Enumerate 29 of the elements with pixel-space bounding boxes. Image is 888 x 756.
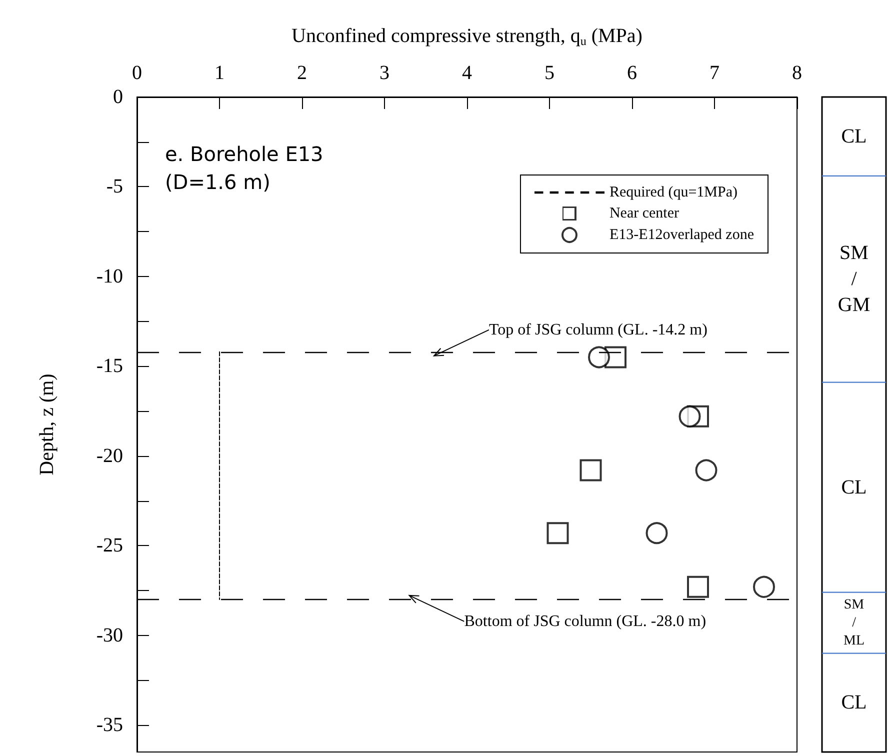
y-tick-label: -25 [96, 534, 123, 557]
text: CL [841, 125, 867, 148]
y-tick-label: -15 [96, 355, 123, 378]
legend-label: E13-E12overlaped zone [609, 227, 754, 243]
annotation: Top of JSG column (GL. -14.2 m) [489, 321, 708, 338]
x-tick-label: 7 [710, 62, 720, 84]
y-tick-label: -5 [106, 176, 123, 198]
x-tick-label: 6 [627, 62, 637, 84]
x-tick-label: 3 [380, 62, 390, 84]
y-tick-label: -30 [96, 624, 123, 646]
annotation: Bottom of JSG column (GL. -28.0 m) [464, 612, 706, 630]
text: CL [841, 476, 867, 498]
text: SM / ML [844, 597, 865, 648]
legend-label: Near center [609, 206, 680, 222]
x-tick-label: 4 [462, 62, 472, 84]
x-tick-label: 2 [297, 62, 307, 84]
legend-label: Required (qu=1MPa) [609, 184, 738, 200]
text: CL [841, 692, 867, 714]
text: SM / GM [838, 242, 870, 316]
y-tick-label: -10 [96, 265, 123, 288]
annotation: e. Borehole E13 (D=1.6 m) [165, 142, 324, 194]
y-tick-label: 0 [113, 86, 123, 108]
y-tick-label: -20 [96, 444, 123, 467]
x-tick-label: 0 [132, 62, 142, 84]
y-tick-label: -35 [96, 714, 123, 736]
x-tick-label: 1 [214, 62, 224, 84]
y-axis-title: Depth, z (m) [36, 374, 58, 476]
x-tick-label: 5 [544, 62, 554, 84]
x-tick-label: 8 [792, 62, 802, 84]
